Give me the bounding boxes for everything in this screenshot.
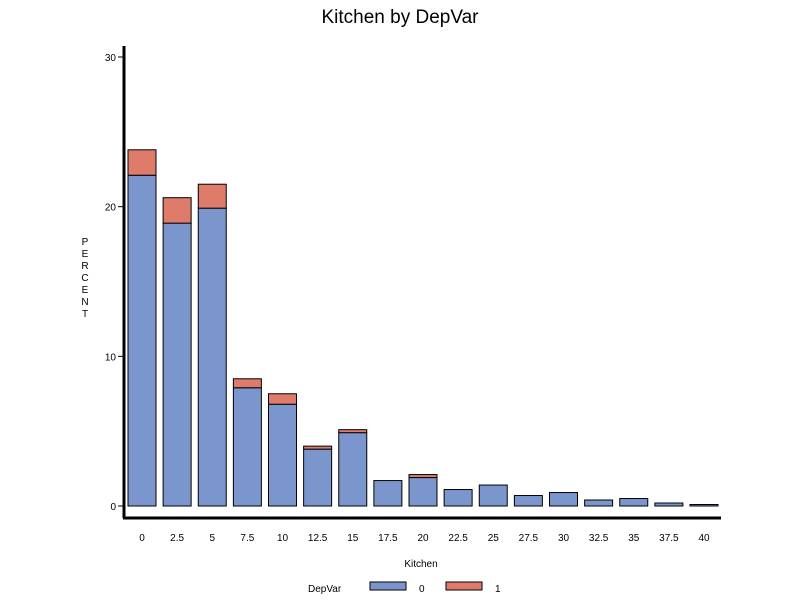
bar-segment-1 (338, 429, 368, 434)
y-tick-label: 10 (105, 352, 117, 363)
bar-segment-0 (443, 489, 473, 507)
y-axis-label-letter: N (81, 297, 88, 308)
x-tick-label: 20 (417, 533, 429, 544)
y-axis-label-letter: T (82, 309, 88, 320)
bar-segment-0 (127, 174, 157, 507)
x-tick-label: 17.5 (378, 533, 398, 544)
bar-segment-0 (478, 484, 508, 507)
y-axis-label-letter: R (81, 261, 88, 272)
y-axis: 0 10 20 30 (105, 46, 126, 518)
y-axis-label-letter: C (81, 273, 88, 284)
x-tick-label: 30 (558, 533, 570, 544)
x-tick-label: 15 (347, 533, 359, 544)
x-tick-label: 40 (698, 533, 710, 544)
x-tick-label: 10 (277, 533, 289, 544)
bar-segment-1 (197, 183, 227, 209)
x-tick-label: 25 (488, 533, 500, 544)
bar-segment-0 (303, 448, 333, 507)
bar-segment-0 (373, 480, 403, 507)
x-tick-label: 0 (139, 533, 145, 544)
legend-swatch-0 (369, 581, 407, 591)
x-tick-label: 35 (628, 533, 640, 544)
legend-title: DepVar (308, 584, 342, 595)
x-tick-label: 37.5 (659, 533, 679, 544)
bar-segment-0 (232, 387, 262, 507)
bar-segment-1 (232, 378, 262, 389)
bar-segment-0 (549, 492, 578, 507)
bar-segment-1 (303, 445, 333, 450)
bar-segment-1 (408, 474, 438, 479)
bar-segment-0 (654, 502, 684, 507)
legend-swatch-1 (445, 581, 483, 591)
bar-segment-1 (268, 393, 297, 405)
bars (127, 149, 719, 507)
bar-segment-0 (619, 498, 649, 507)
legend-label-0: 0 (419, 584, 425, 595)
bar-segment-0 (162, 222, 192, 507)
x-tick-label: 2.5 (170, 533, 184, 544)
x-tick-label: 27.5 (519, 533, 539, 544)
y-tick-label: 20 (105, 203, 117, 214)
x-tick-label: 22.5 (448, 533, 468, 544)
bar-segment-0 (689, 504, 719, 507)
x-tick-label: 32.5 (589, 533, 609, 544)
legend-label-1: 1 (495, 584, 501, 595)
bar-segment-1 (127, 149, 157, 176)
x-axis-label: Kitchen (404, 559, 437, 570)
y-axis-label-letter: E (82, 249, 89, 260)
y-tick-label: 0 (110, 502, 116, 513)
y-axis-label-letter: E (82, 285, 89, 296)
bar-segment-0 (338, 432, 368, 507)
y-tick-label: 30 (105, 53, 117, 64)
x-tick-label: 7.5 (240, 533, 254, 544)
legend: DepVar 0 1 (308, 581, 501, 595)
x-tick-label: 5 (209, 533, 215, 544)
bar-segment-0 (584, 499, 614, 507)
bar-segment-0 (408, 477, 438, 507)
x-axis: 0 2.5 5 7.5 10 12.5 15 17.5 20 22.5 25 27.5 30 32.5 35… (123, 516, 721, 544)
bar-segment-0 (513, 495, 543, 507)
x-tick-label: 12.5 (308, 533, 328, 544)
y-axis-label-letter: P (82, 237, 89, 248)
chart-title: Kitchen by DepVar (321, 7, 479, 28)
bar-segment-0 (197, 207, 227, 507)
bar-segment-1 (162, 197, 192, 224)
bar-segment-0 (268, 403, 297, 507)
